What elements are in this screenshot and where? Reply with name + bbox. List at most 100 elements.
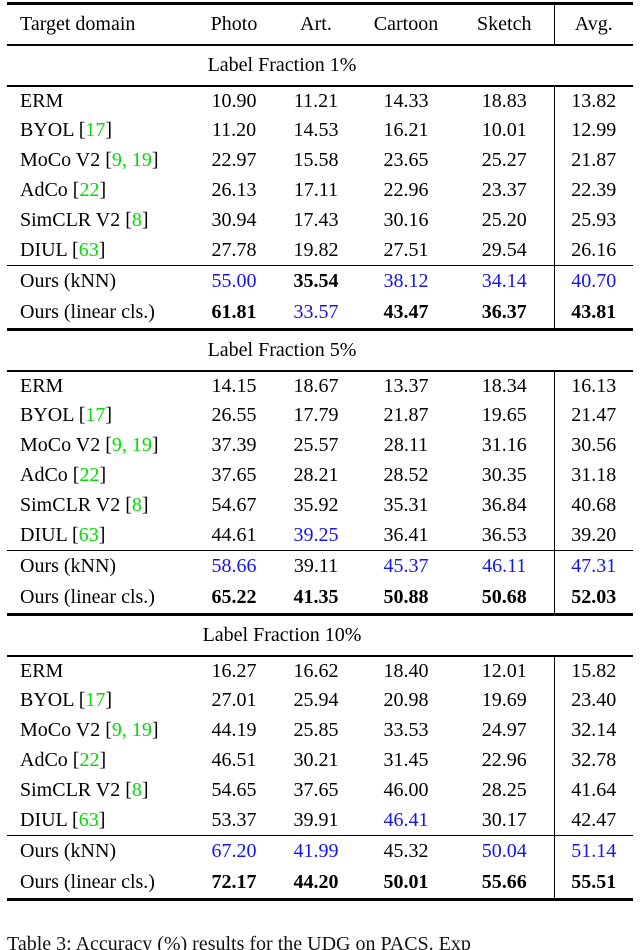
section-row: Label Fraction 1%	[7, 44, 633, 87]
section-title: Label Fraction 10%	[7, 613, 633, 657]
method-label: ERM	[20, 659, 64, 682]
table-row: BYOL [17] 26.55 17.79 21.87 19.65 21.47	[7, 400, 633, 431]
value-cell: 28.11	[383, 434, 429, 456]
value-cell: 25.93	[553, 205, 633, 236]
table-row: AdCo [22] 26.13 17.11 22.96 23.37 22.39	[7, 175, 633, 206]
col-header-photo: Photo	[193, 3, 275, 46]
table-row: Ours (linear cls.) 72.17 44.20 50.01 55.66 55…	[7, 867, 633, 900]
method-label: MoCo V2 [9, 19]	[20, 434, 159, 456]
value-cell: 32.78	[553, 745, 633, 776]
method-label: AdCo [22]	[20, 749, 107, 771]
method-label: Ours (linear cls.)	[20, 301, 155, 324]
value-cell: 39.11	[275, 550, 357, 583]
value-cell: 43.81	[553, 297, 633, 330]
citation-link[interactable]: 22	[79, 179, 100, 201]
table-row: Ours (kNN) 67.20 41.99 45.32 50.04 51.14	[7, 835, 633, 868]
value-cell: 55.00	[193, 265, 275, 298]
citation-link[interactable]: 22	[79, 749, 100, 771]
value-cell: 31.18	[553, 460, 633, 491]
citation-link[interactable]: 8	[131, 209, 142, 231]
method-label: Ours (kNN)	[7, 835, 193, 868]
citation-link[interactable]: 63	[78, 808, 99, 831]
table-row: SimCLR V2 [8] 54.67 35.92 35.31 36.84 40.68	[7, 490, 633, 521]
value-cell: 16.13	[553, 370, 633, 401]
method-label: BYOL [17]	[20, 404, 113, 426]
value-cell: 52.03	[553, 582, 633, 615]
method-label: SimCLR V2 [8]	[20, 779, 149, 801]
value-cell: 30.56	[553, 430, 633, 461]
value-cell: 41.35	[293, 586, 339, 609]
value-cell: 72.17	[211, 871, 257, 894]
value-cell: 19.69	[481, 689, 527, 711]
table-row: DIUL [63] 44.61 39.25 36.41 36.53 39.20	[7, 520, 633, 551]
value-cell: 30.21	[293, 749, 339, 771]
value-cell: 28.21	[293, 464, 339, 486]
method-label: SimCLR V2 [8]	[20, 209, 149, 231]
value-cell: 47.31	[553, 550, 633, 583]
value-cell: 40.70	[553, 265, 633, 298]
citation-link[interactable]: 8	[131, 779, 142, 801]
citation-link[interactable]: 17	[85, 689, 106, 711]
value-cell: 25.57	[293, 434, 339, 456]
value-cell: 39.20	[553, 520, 633, 551]
value-cell: 34.14	[455, 265, 554, 298]
value-cell: 21.47	[553, 400, 633, 431]
value-cell: 44.61	[211, 523, 257, 546]
method-label: Ours (linear cls.)	[20, 586, 155, 609]
value-cell: 23.40	[553, 685, 633, 716]
value-cell: 11.21	[293, 89, 339, 112]
value-cell: 14.33	[383, 89, 429, 112]
table-row: SimCLR V2 [8] 54.65 37.65 46.00 28.25 41.64	[7, 775, 633, 806]
table-row: MoCo V2 [9, 19] 22.97 15.58 23.65 25.27 21.87	[7, 145, 633, 176]
table-row: Ours (kNN) 55.00 35.54 38.12 34.14 40.70	[7, 265, 633, 298]
value-cell: 55.66	[481, 871, 527, 894]
citation-link[interactable]: 17	[85, 119, 106, 141]
method-label: ERM	[20, 89, 64, 112]
value-cell: 41.64	[553, 775, 633, 806]
value-cell: 35.31	[383, 494, 429, 516]
value-cell: 30.16	[383, 209, 429, 231]
value-cell: 35.92	[293, 494, 339, 516]
value-cell: 16.21	[383, 119, 429, 141]
citation-link[interactable]: 22	[79, 464, 100, 486]
value-cell: 39.91	[293, 808, 339, 831]
table-row: Ours (kNN) 58.66 39.11 45.37 46.11 47.31	[7, 550, 633, 583]
citation-link[interactable]: 17	[85, 404, 106, 426]
value-cell: 27.51	[383, 238, 429, 261]
value-cell: 37.65	[293, 779, 339, 801]
value-cell: 33.57	[293, 301, 339, 324]
value-cell: 23.37	[481, 179, 527, 201]
table-row: BYOL [17] 11.20 14.53 16.21 10.01 12.99	[7, 115, 633, 146]
citation-link[interactable]: 9, 19	[111, 719, 152, 741]
value-cell: 58.66	[193, 550, 275, 583]
value-cell: 30.17	[481, 808, 527, 831]
value-cell: 28.25	[481, 779, 527, 801]
method-label: Ours (kNN)	[7, 265, 193, 298]
citation-link[interactable]: 63	[78, 523, 99, 546]
value-cell: 61.81	[211, 301, 257, 324]
value-cell: 46.11	[455, 550, 554, 583]
value-cell: 15.82	[553, 655, 633, 686]
method-label: BYOL [17]	[20, 119, 113, 141]
value-cell: 14.53	[293, 119, 339, 141]
section-title: Label Fraction 1%	[7, 44, 633, 87]
value-cell: 54.65	[211, 779, 257, 801]
value-cell: 25.94	[293, 689, 339, 711]
citation-link[interactable]: 9, 19	[111, 149, 152, 171]
value-cell: 25.27	[481, 149, 527, 171]
value-cell: 18.34	[481, 374, 527, 397]
value-cell: 10.01	[481, 119, 527, 141]
table-row: DIUL [63] 53.37 39.91 46.41 30.17 42.47	[7, 805, 633, 836]
value-cell: 36.37	[481, 301, 527, 324]
method-label: SimCLR V2 [8]	[20, 494, 149, 516]
value-cell: 36.41	[383, 523, 429, 546]
citation-link[interactable]: 8	[131, 494, 142, 516]
table-row: BYOL [17] 27.01 25.94 20.98 19.69 23.40	[7, 685, 633, 716]
value-cell: 16.27	[211, 659, 257, 682]
value-cell: 23.65	[383, 149, 429, 171]
citation-link[interactable]: 9, 19	[111, 434, 152, 456]
table-row: Ours (linear cls.) 65.22 41.35 50.88 50.68 52…	[7, 582, 633, 615]
value-cell: 22.96	[481, 749, 527, 771]
value-cell: 45.32	[357, 835, 455, 868]
citation-link[interactable]: 63	[78, 238, 99, 261]
